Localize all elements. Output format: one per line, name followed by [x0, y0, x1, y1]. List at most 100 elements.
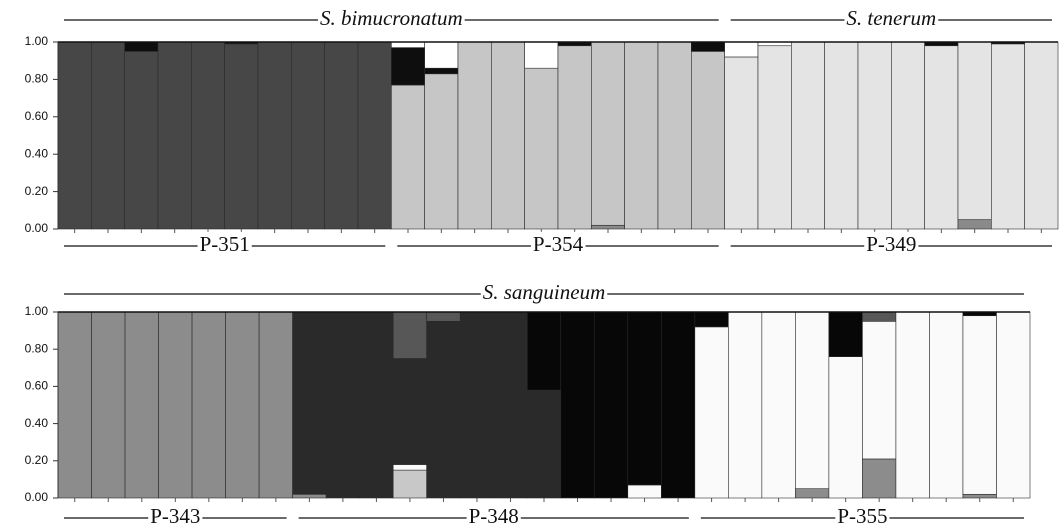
bar-segment [924, 45, 959, 230]
bar-segment [157, 41, 192, 230]
bar-segment [895, 311, 930, 499]
bar-segment [391, 84, 425, 230]
bar-segment [325, 311, 360, 499]
bar-segment [324, 41, 359, 230]
group-label: P-348 [469, 504, 519, 528]
bar-segment [624, 41, 659, 230]
bar-segment [627, 311, 662, 486]
label-background [317, 5, 465, 30]
y-tick-label: 0.80 [25, 72, 49, 86]
bar-segment [191, 311, 226, 499]
bar-segment [657, 41, 692, 230]
bar-segment [591, 224, 625, 230]
bar-segment [424, 73, 459, 230]
bar-segment [627, 484, 662, 499]
bar-segment [459, 311, 495, 499]
label-background [466, 503, 521, 528]
bar-segment [524, 41, 559, 69]
bar-segment [962, 315, 997, 495]
bar-segment [357, 41, 392, 230]
bar-segment [957, 41, 992, 220]
bar-segment [862, 320, 897, 460]
bar-segment [996, 311, 1031, 499]
bar-segment [795, 311, 830, 489]
bar-segment [724, 56, 759, 230]
bar-segment [757, 45, 792, 230]
y-tick-label: 0.80 [25, 341, 49, 355]
label-background [864, 231, 919, 256]
label-background [148, 503, 203, 528]
bar-segment [557, 45, 592, 230]
y-tick-label: 1.00 [25, 34, 49, 48]
bar-segment [661, 311, 696, 499]
bar-segment [392, 358, 427, 465]
bar-segment [691, 51, 725, 230]
bar-segment [158, 311, 193, 499]
bar-segment [124, 311, 159, 499]
bar-segment [828, 311, 863, 357]
group-label: P-354 [533, 232, 584, 256]
group-label: S. bimucronatum [320, 6, 463, 30]
bar-segment [91, 311, 126, 499]
bar-segment [57, 41, 92, 230]
bar-segment [857, 41, 892, 230]
label-background [844, 5, 939, 30]
bar-segment [862, 311, 897, 322]
group-label: P-343 [150, 504, 200, 528]
bar-segment [1024, 41, 1059, 230]
group-label: P-349 [866, 232, 916, 256]
bar-segment [457, 41, 492, 230]
y-tick-label: 0.20 [25, 184, 49, 198]
bar-segment [761, 311, 796, 499]
label-background [480, 279, 608, 304]
bar-segment [724, 41, 759, 58]
bar-segment [791, 41, 825, 230]
y-tick-label: 0.60 [25, 109, 49, 123]
y-tick-label: 0.00 [25, 490, 49, 504]
bar-segment [962, 493, 997, 499]
group-label: P-355 [837, 504, 887, 528]
bar-segment [359, 311, 394, 499]
bar-segment [493, 311, 528, 499]
bar-segment [57, 311, 92, 499]
bar-segment [191, 41, 225, 230]
y-tick-label: 0.20 [25, 453, 49, 467]
bar-segment [491, 41, 525, 230]
bar-segment [824, 41, 859, 230]
label-background [835, 503, 890, 528]
y-tick-label: 0.40 [25, 146, 49, 160]
bar-segment [728, 311, 763, 499]
group-label: S. sanguineum [483, 280, 606, 304]
bar-segment [257, 41, 292, 230]
bar-segment [124, 41, 159, 52]
bar-segment [957, 219, 992, 230]
y-tick-label: 0.40 [25, 416, 49, 430]
bar-segment [225, 311, 260, 499]
label-background [197, 231, 252, 256]
bar-segment [929, 311, 964, 499]
bar-segment [862, 458, 897, 499]
bar-segment [424, 67, 459, 75]
bar-segment [292, 493, 327, 499]
bar-segment [526, 389, 562, 499]
bar-segment [426, 320, 461, 499]
group-label: S. tenerum [846, 6, 936, 30]
bar-segment [593, 311, 629, 499]
bar-segment [258, 311, 293, 499]
bar-segment [891, 41, 925, 230]
bar-segment [991, 43, 1025, 230]
bar-segment [524, 67, 559, 230]
bar-segment [392, 311, 427, 359]
bar-segment [694, 326, 729, 499]
bar-segment [691, 41, 725, 52]
bar-segment [424, 41, 459, 69]
bar-segment [391, 41, 425, 48]
bar-segment [292, 311, 327, 495]
bar-segment [124, 51, 159, 230]
bar-segment [591, 41, 625, 226]
bar-segment [828, 356, 863, 499]
bar-segment [426, 311, 461, 322]
bar-segment [694, 311, 729, 328]
bar-segment [560, 311, 595, 499]
